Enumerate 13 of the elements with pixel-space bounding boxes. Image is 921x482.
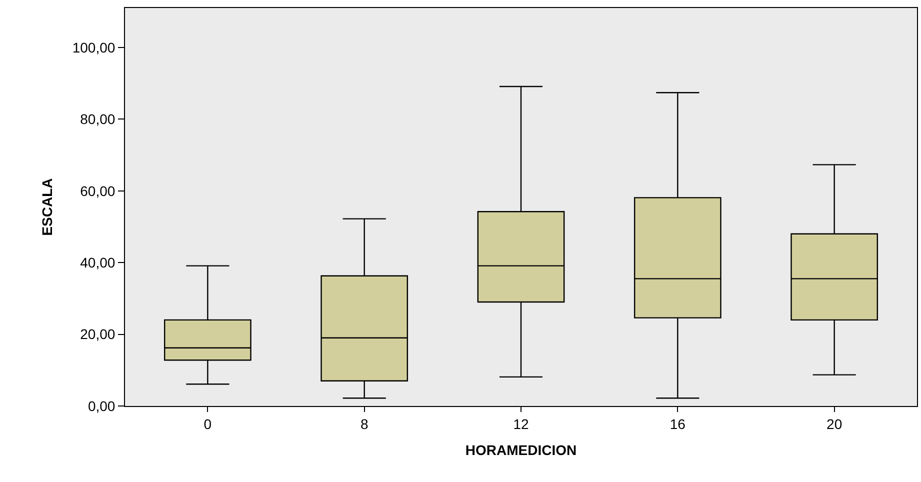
y-axis-title: ESCALA <box>38 178 55 236</box>
x-tick-label: 16 <box>670 416 686 432</box>
y-tick-label: 0,00 <box>88 398 116 414</box>
x-tick-label: 20 <box>826 416 842 432</box>
x-tick-label: 8 <box>360 416 368 432</box>
y-tick-label: 40,00 <box>80 254 116 270</box>
y-tick-label: 60,00 <box>80 182 116 199</box>
x-axis-title: HORAMEDICION <box>465 442 577 458</box>
y-tick-label: 20,00 <box>80 326 116 342</box>
y-tick-label: 80,00 <box>80 111 116 128</box>
x-tick-label: 0 <box>204 416 212 432</box>
y-tick-label: 100,00 <box>72 39 116 56</box>
x-tick-label: 12 <box>513 416 529 432</box>
